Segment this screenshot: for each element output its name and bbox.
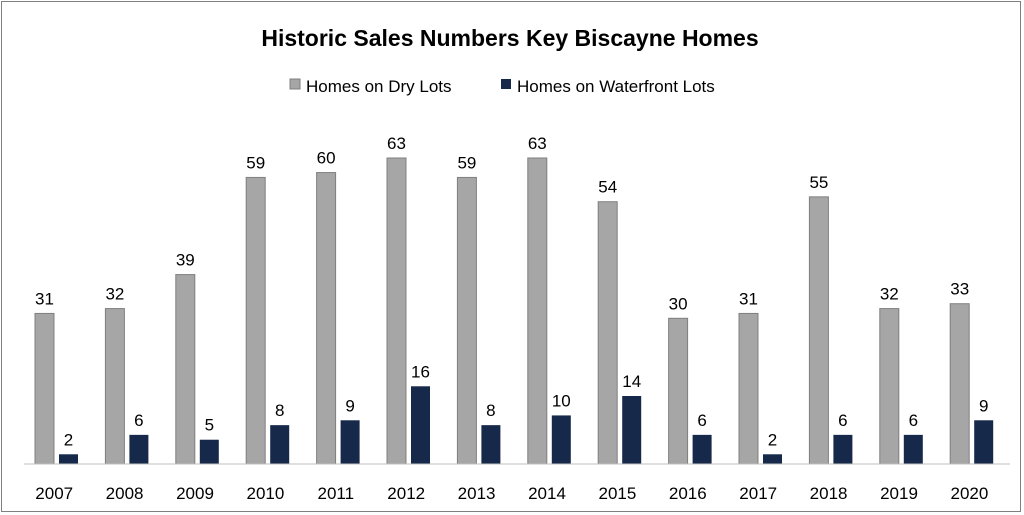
legend-label-dry-lots: Homes on Dry Lots	[306, 77, 452, 96]
x-tick-label-2010: 2010	[246, 484, 284, 503]
bar-dry-lots-2012	[386, 157, 407, 465]
bar-waterfront-lots-2019	[903, 434, 923, 464]
bar-waterfront-lots-2018	[833, 434, 853, 464]
data-label-dry-lots-2011: 60	[317, 149, 336, 168]
bar-waterfront-lots-2014	[551, 415, 571, 464]
data-label-waterfront-lots-2020: 9	[979, 396, 988, 415]
x-tick-label-2011: 2011	[318, 484, 355, 503]
x-tick-label-2019: 2019	[880, 484, 918, 503]
data-label-waterfront-lots-2015: 14	[622, 372, 641, 391]
data-label-dry-lots-2018: 55	[809, 173, 828, 192]
chart-title: Historic Sales Numbers Key Biscayne Home…	[261, 25, 758, 51]
data-label-dry-lots-2009: 39	[176, 251, 195, 270]
bar-dry-lots-2007	[34, 312, 55, 465]
x-axis-ticks: 2007 2008 2009 2010 2011 2012 2013 2014 2015 2016…	[35, 484, 988, 503]
data-label-waterfront-lots-2014: 10	[552, 391, 571, 410]
bar-dry-lots-2018	[808, 196, 829, 465]
data-label-dry-lots-2017: 31	[739, 289, 758, 308]
legend-swatch-dry-lots	[289, 78, 301, 90]
bar-waterfront-lots-2011	[340, 420, 360, 464]
bar-waterfront-lots-2007	[59, 454, 78, 464]
bar-waterfront-lots-2010	[270, 425, 290, 464]
bar-dry-lots-2015	[597, 201, 618, 465]
x-tick-label-2020: 2020	[950, 484, 988, 503]
data-label-waterfront-lots-2016: 6	[697, 411, 706, 430]
bar-waterfront-lots-2017	[763, 454, 782, 464]
data-label-waterfront-lots-2010: 8	[275, 401, 284, 420]
bar-dry-lots-2017	[738, 312, 759, 465]
data-label-waterfront-lots-2012: 16	[411, 362, 430, 381]
legend: Homes on Dry Lots Homes on Waterfront Lo…	[289, 77, 715, 96]
data-label-dry-lots-2014: 63	[528, 134, 547, 153]
x-tick-label-2015: 2015	[598, 484, 636, 503]
bar-waterfront-lots-2015	[622, 396, 642, 464]
data-label-dry-lots-2012: 63	[387, 134, 406, 153]
x-tick-label-2017: 2017	[739, 484, 777, 503]
bar-waterfront-lots-2013	[481, 425, 501, 464]
data-label-waterfront-lots-2009: 5	[205, 416, 214, 435]
bar-dry-lots-2011	[316, 172, 337, 465]
bar-waterfront-lots-2009	[199, 439, 219, 464]
data-label-dry-lots-2016: 30	[669, 294, 688, 313]
data-label-waterfront-lots-2011: 9	[345, 396, 354, 415]
data-label-waterfront-lots-2018: 6	[838, 411, 847, 430]
bar-waterfront-lots-2008	[129, 434, 149, 464]
data-label-dry-lots-2013: 59	[457, 153, 476, 172]
x-tick-label-2016: 2016	[669, 484, 707, 503]
plot-area: 31 2 32 6 39 5 59 8 60 9 63 16 59 8 63 10 54 14 30 6 31 2 55 6 3…	[34, 134, 994, 465]
bar-dry-lots-2019	[879, 308, 900, 465]
x-tick-label-2012: 2012	[387, 484, 425, 503]
bar-dry-lots-2008	[104, 308, 125, 465]
bar-dry-lots-2013	[456, 176, 477, 465]
bar-dry-lots-2009	[175, 274, 196, 465]
data-label-waterfront-lots-2013: 8	[486, 401, 495, 420]
x-tick-label-2007: 2007	[35, 484, 73, 503]
data-label-waterfront-lots-2008: 6	[134, 411, 143, 430]
x-tick-label-2008: 2008	[106, 484, 144, 503]
data-label-dry-lots-2015: 54	[598, 178, 617, 197]
bar-dry-lots-2016	[668, 317, 689, 465]
data-label-dry-lots-2020: 33	[950, 280, 969, 299]
bar-waterfront-lots-2020	[974, 420, 994, 464]
bar-dry-lots-2020	[949, 303, 970, 465]
data-label-dry-lots-2008: 32	[105, 285, 124, 304]
x-tick-label-2013: 2013	[458, 484, 496, 503]
data-label-dry-lots-2007: 31	[35, 289, 54, 308]
legend-swatch-waterfront-lots	[501, 79, 511, 89]
x-tick-label-2009: 2009	[176, 484, 214, 503]
bar-waterfront-lots-2012	[411, 386, 430, 464]
data-label-dry-lots-2019: 32	[880, 285, 899, 304]
data-label-dry-lots-2010: 59	[246, 153, 265, 172]
data-label-waterfront-lots-2019: 6	[909, 411, 918, 430]
x-tick-label-2014: 2014	[528, 484, 566, 503]
bar-dry-lots-2014	[527, 157, 548, 465]
x-tick-label-2018: 2018	[810, 484, 848, 503]
legend-label-waterfront-lots: Homes on Waterfront Lots	[517, 77, 715, 96]
data-label-waterfront-lots-2017: 2	[768, 430, 777, 449]
data-label-waterfront-lots-2007: 2	[64, 430, 73, 449]
bar-dry-lots-2010	[245, 176, 266, 465]
bar-waterfront-lots-2016	[692, 434, 712, 464]
